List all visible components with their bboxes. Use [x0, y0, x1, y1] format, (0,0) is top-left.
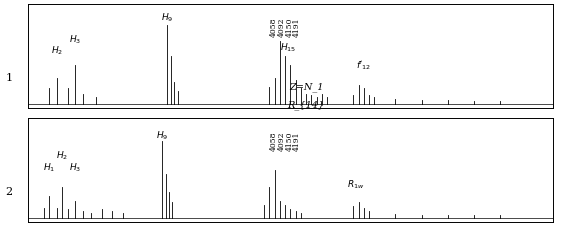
Text: 4191: 4191 [293, 131, 301, 150]
Text: $\mathit{H_3}$: $\mathit{H_3}$ [69, 160, 82, 173]
Text: 1: 1 [5, 73, 12, 83]
Text: $\mathit{H_1}$: $\mathit{H_1}$ [43, 160, 55, 173]
Text: $\mathit{H_2}$: $\mathit{H_2}$ [51, 44, 63, 57]
Text: $\mathit{H_9}$: $\mathit{H_9}$ [156, 129, 168, 142]
Text: $\mathit{R_{1w}}$: $\mathit{R_{1w}}$ [347, 178, 365, 190]
Text: $\mathit{H_9}$: $\mathit{H_9}$ [161, 11, 173, 24]
Text: $\mathit{H_{15}}$: $\mathit{H_{15}}$ [280, 42, 296, 54]
Text: Z=N_1: Z=N_1 [289, 82, 323, 92]
Text: R_{14}: R_{14} [288, 100, 325, 110]
Text: $\mathit{H_2}$: $\mathit{H_2}$ [56, 149, 68, 162]
Text: 4092: 4092 [277, 17, 285, 37]
Text: 4092: 4092 [277, 131, 285, 150]
Text: 4150: 4150 [285, 17, 293, 37]
Text: $\mathit{H_3}$: $\mathit{H_3}$ [69, 33, 82, 45]
Text: 4058: 4058 [270, 131, 277, 150]
Text: 4058: 4058 [270, 17, 277, 37]
Text: $\mathit{f'_{12}}$: $\mathit{f'_{12}}$ [356, 59, 372, 72]
Text: 4191: 4191 [293, 17, 301, 37]
Text: 4150: 4150 [285, 131, 293, 150]
Text: 2: 2 [5, 186, 12, 196]
